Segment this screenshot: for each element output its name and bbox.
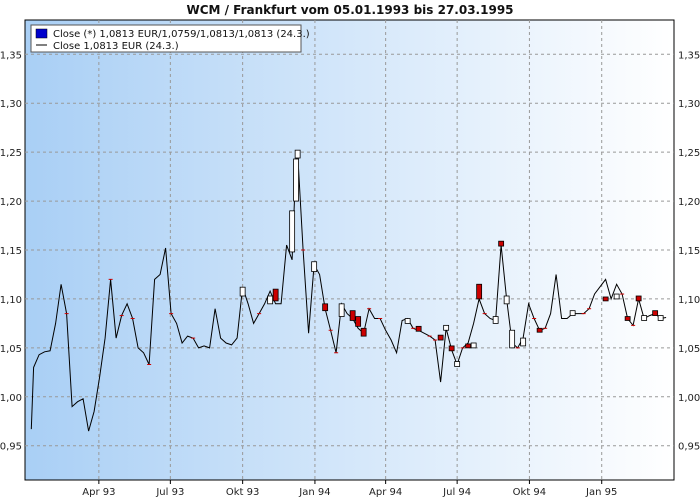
y-tick-label-right: 1,20 — [678, 197, 700, 208]
x-tick-label: Apr 94 — [369, 487, 402, 498]
candle-down — [602, 296, 609, 302]
legend-entry-close-candle: Close (*) 1,0813 EUR/1,0759/1,0813/1,081… — [53, 29, 310, 40]
candle-up — [311, 261, 318, 272]
y-tick-label-left: 1,05 — [0, 344, 22, 355]
y-tick-label-right: 1,05 — [678, 344, 700, 355]
candle-up — [470, 342, 477, 349]
candle-down — [355, 316, 362, 327]
candle-up — [293, 158, 299, 202]
candle-up — [239, 286, 246, 297]
candle-down — [465, 343, 472, 349]
candle-up — [569, 310, 576, 316]
candle-down — [536, 327, 543, 333]
legend-entry-close-line: Close 1,0813 EUR (24.3.) — [53, 41, 179, 52]
candle-up — [613, 293, 620, 300]
candle-up — [492, 316, 499, 324]
y-tick-label-left: 1,20 — [0, 197, 22, 208]
candle-down — [476, 283, 483, 300]
candle-down — [652, 310, 659, 316]
candle-down — [415, 325, 422, 332]
x-tick-label: Jul 94 — [442, 487, 471, 498]
y-axis: 0,95 0,95 1,00 1,00 1,05 1,05 1,10 1,10 1,15 1,15… — [0, 50, 700, 452]
legend-box — [30, 24, 302, 53]
candle-up — [443, 324, 450, 331]
candle-down — [272, 288, 279, 302]
legend-swatch-box — [35, 28, 48, 39]
y-tick-label-right: 0,95 — [678, 442, 700, 453]
y-tick-label-left: 1,10 — [0, 295, 22, 306]
y-tick-label-right: 1,10 — [678, 295, 700, 306]
candle-up — [404, 318, 411, 324]
y-tick-label-right: 1,15 — [678, 246, 700, 257]
candle-up — [657, 315, 664, 321]
candle-down — [322, 303, 329, 312]
candle-up — [289, 210, 296, 253]
gridlines — [25, 20, 674, 480]
x-axis: Apr 93 Jul 93 Okt 93 Jan 94 Apr 94 Jul 94 Okt … — [82, 480, 617, 498]
marker-group — [64, 249, 636, 366]
candle-up — [503, 295, 510, 305]
y-tick-label-left: 1,15 — [0, 246, 22, 257]
candle-up — [509, 329, 516, 349]
candle-up — [338, 303, 345, 317]
candle-down — [498, 240, 505, 247]
y-tick-label-left: 1,25 — [0, 148, 22, 159]
candle-up — [267, 295, 274, 305]
x-tick-label: Jan 94 — [298, 487, 330, 498]
candle-up — [520, 337, 527, 347]
chart-title: WCM / Frankfurt vom 05.01.1993 bis 27.03… — [186, 3, 513, 17]
y-tick-label-left: 1,35 — [0, 50, 22, 61]
candle-up — [294, 149, 301, 159]
y-tick-label-right: 1,00 — [678, 393, 700, 404]
x-tick-label: Okt 93 — [226, 487, 260, 498]
x-tick-label: Jan 95 — [585, 487, 617, 498]
x-tick-label: Okt 94 — [513, 487, 547, 498]
x-tick-label: Apr 93 — [82, 487, 115, 498]
y-tick-label-left: 1,00 — [0, 393, 22, 404]
candle-down — [635, 295, 642, 302]
y-tick-label-right: 1,30 — [678, 99, 700, 110]
legend: Close (*) 1,0813 EUR/1,0759/1,0813/1,081… — [30, 24, 310, 53]
y-tick-label-left: 0,95 — [0, 442, 22, 453]
candle-down — [360, 327, 367, 337]
candle-down — [448, 345, 455, 352]
x-tick-label: Jul 93 — [155, 487, 184, 498]
candle-down — [624, 316, 631, 321]
candle-up — [454, 361, 461, 367]
y-tick-label-right: 1,35 — [678, 50, 700, 61]
candlestick-group — [239, 149, 664, 367]
candle-down — [349, 310, 356, 321]
candle-down — [437, 334, 444, 341]
y-tick-label-left: 1,30 — [0, 99, 22, 110]
y-tick-label-right: 1,25 — [678, 148, 700, 159]
candle-up — [641, 315, 648, 321]
